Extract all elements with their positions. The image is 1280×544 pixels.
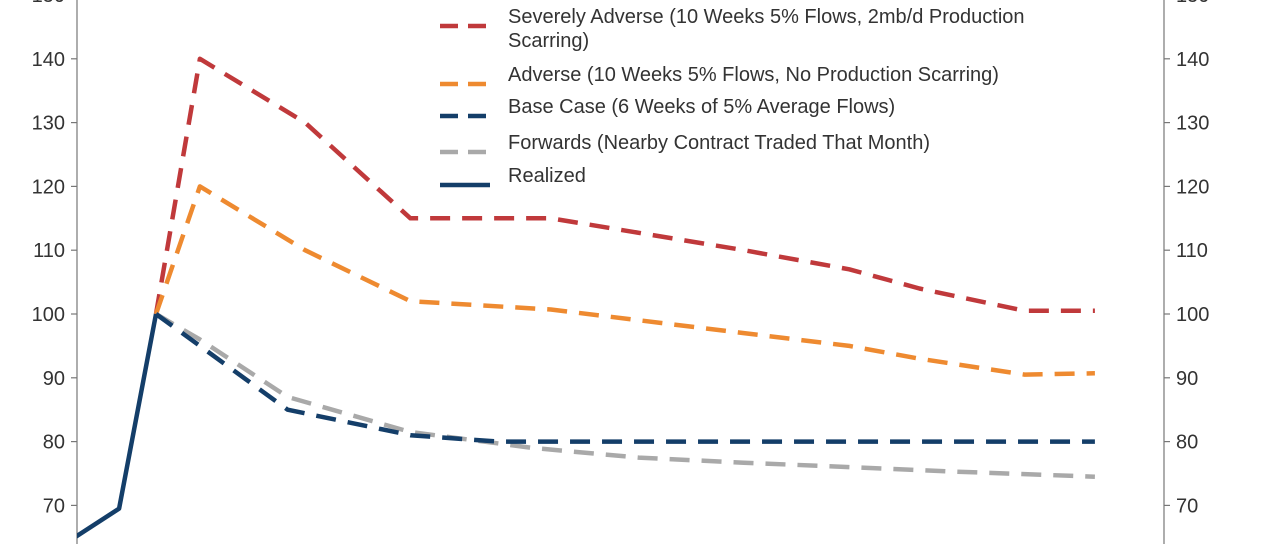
right-tick-label: 110 [1176, 240, 1208, 262]
left-tick-label: 120 [32, 176, 65, 198]
right-tick-label: 70 [1176, 495, 1198, 517]
legend-label-severe: Scarring) [508, 30, 589, 52]
left-tick-label: 80 [43, 432, 65, 454]
left-tick-label: 150 [32, 0, 65, 7]
series-line-base [154, 312, 1095, 444]
series-line-severe [153, 56, 1095, 315]
right-tick-label: 120 [1176, 176, 1209, 198]
right-tick-label: 90 [1176, 368, 1198, 390]
axes: 70 70 80 80 90 90 100 100 110 110 120 120 130 130 140 1… [32, 0, 1209, 544]
left-tick-label: 110 [33, 240, 65, 262]
legend-label-forwards: Forwards (Nearby Contract Traded That Mo… [508, 132, 930, 154]
right-tick-label: 130 [1176, 113, 1209, 135]
left-tick-label: 70 [43, 495, 65, 517]
right-tick-label: 150 [1176, 0, 1209, 7]
left-tick-label: 90 [43, 368, 65, 390]
series-group [77, 56, 1095, 539]
legend-label-realized: Realized [508, 165, 586, 187]
series-line-forwards [154, 312, 1095, 479]
left-tick-label: 140 [32, 49, 65, 71]
right-tick-label: 80 [1176, 432, 1198, 454]
right-tick-label: 140 [1176, 49, 1209, 71]
right-tick-label: 100 [1176, 304, 1209, 326]
series-line-adverse [153, 184, 1095, 377]
legend-label-adverse: Adverse (10 Weeks 5% Flows, No Productio… [508, 64, 999, 86]
legend-label-base: Base Case (6 Weeks of 5% Average Flows) [508, 96, 895, 118]
legend-label-severe: Severely Adverse (10 Weeks 5% Flows, 2mb… [508, 6, 1025, 28]
legend: Severely Adverse (10 Weeks 5% Flows, 2mb… [440, 6, 1025, 188]
left-tick-label: 100 [32, 304, 65, 326]
left-tick-label: 130 [32, 113, 65, 135]
series-line-realized [77, 313, 159, 539]
